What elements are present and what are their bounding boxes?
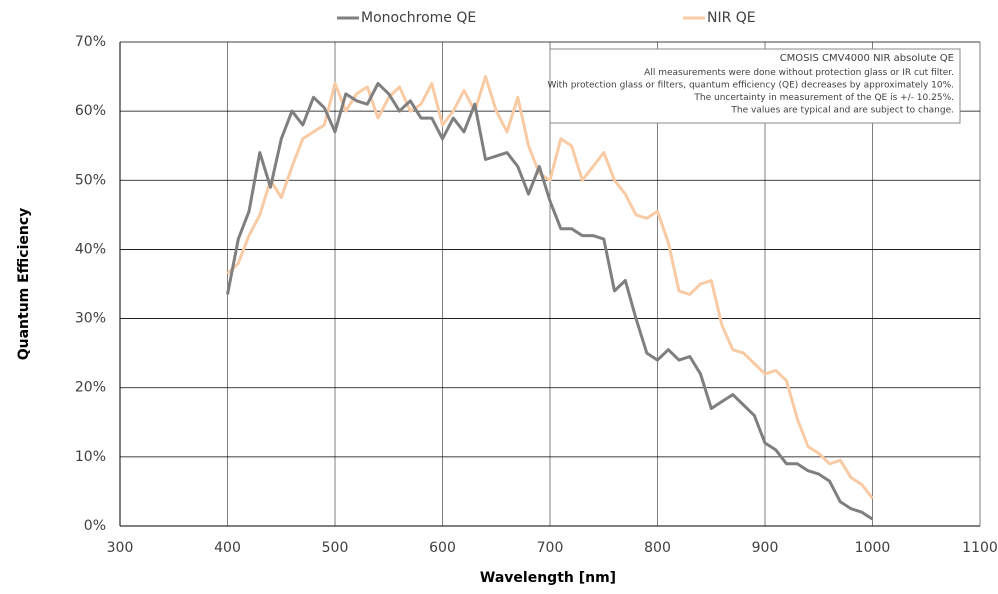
annotation: All measurements were done without prote… [644, 68, 954, 78]
y-tick-label: 70% [75, 34, 106, 50]
annotation-box [549, 48, 961, 124]
x-tick-label: 500 [322, 540, 349, 556]
y-tick-label: 0% [84, 518, 106, 534]
x-tick-label: 900 [752, 540, 779, 556]
x-tick-label: 300 [107, 540, 134, 556]
x-tick-label: 1100 [962, 540, 998, 556]
x-axis-title: Wavelength [nm] [480, 570, 616, 586]
y-tick-label: 50% [75, 172, 106, 188]
y-tick-label: 30% [75, 311, 106, 327]
legend-label: NIR QE [707, 10, 756, 26]
x-tick-label: 700 [537, 540, 564, 556]
annotation: CMOSIS CMV4000 NIR absolute QE [780, 53, 954, 64]
series-line [226, 82, 874, 521]
y-tick-label: 10% [75, 449, 106, 465]
x-tick-label: 400 [214, 540, 241, 556]
y-axis-title: Quantum Efficiency [16, 208, 32, 361]
y-tick-label: 40% [75, 241, 106, 257]
x-tick-label: 800 [644, 540, 671, 556]
legend-label: Monochrome QE [361, 10, 476, 26]
series-line [226, 75, 874, 500]
annotation: With protection glass or filters, quantu… [547, 81, 954, 91]
x-tick-label: 1000 [855, 540, 891, 556]
annotation: The uncertainty in measurement of the QE… [693, 93, 954, 103]
y-tick-label: 20% [75, 380, 106, 396]
x-tick-label: 600 [429, 540, 456, 556]
y-tick-label: 60% [75, 103, 106, 119]
annotation: The values are typical and are subject t… [730, 106, 954, 116]
